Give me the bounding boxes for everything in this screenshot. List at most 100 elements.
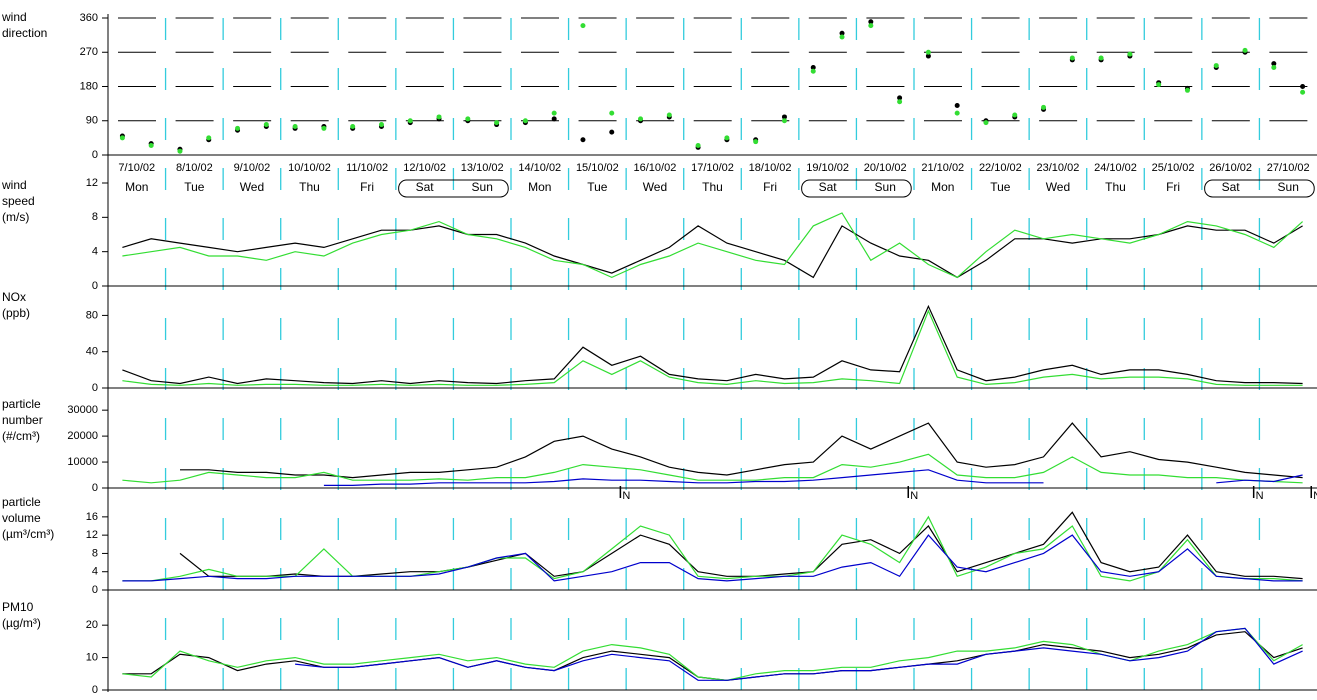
y-axis-label: (µm³/cm³) (2, 527, 54, 541)
y-tick-label: 0 (92, 482, 98, 494)
date-label: 27/10/02 (1267, 162, 1310, 174)
y-tick-label: 90 (86, 115, 98, 127)
annotation: N (622, 490, 630, 502)
data-point (897, 99, 903, 105)
y-axis-label: particle (2, 397, 41, 411)
day-label: Fri (763, 180, 777, 194)
day-label: Fri (360, 180, 374, 194)
date-label: 13/10/02 (461, 162, 504, 174)
data-point (235, 125, 241, 131)
y-tick-label: 20 (86, 619, 98, 631)
data-point (1213, 63, 1219, 69)
y-axis-label: (µg/m³) (2, 616, 41, 630)
weekend-box (398, 179, 509, 198)
data-point (321, 125, 327, 131)
data-point (1069, 55, 1075, 61)
date-label: 19/10/02 (806, 162, 849, 174)
data-point (148, 142, 154, 148)
data-line (122, 304, 1303, 385)
y-tick-label: 10000 (67, 456, 98, 468)
y-tick-label: 40 (86, 346, 98, 358)
data-point (177, 148, 183, 154)
data-point (436, 114, 442, 120)
day-label: Mon (931, 180, 954, 194)
data-point (1271, 64, 1277, 70)
date-label: 11/10/02 (346, 162, 388, 174)
data-point (119, 135, 125, 141)
data-point (580, 23, 586, 29)
data-point (839, 30, 845, 36)
y-axis-label: particle (2, 495, 41, 509)
data-line (122, 225, 1303, 279)
y-tick-label: 270 (80, 46, 98, 58)
data-point (1098, 55, 1104, 61)
y-tick-label: 0 (92, 280, 98, 292)
y-axis-label: PM10 (2, 600, 34, 614)
y-tick-label: 12 (86, 529, 98, 541)
data-point (1242, 47, 1248, 53)
day-label: Mon (125, 180, 148, 194)
date-label: 18/10/02 (749, 162, 792, 174)
y-axis-label: volume (2, 511, 41, 525)
y-tick-label: 10 (86, 651, 98, 663)
data-point (925, 53, 931, 59)
day-label: Sun (1278, 180, 1299, 194)
data-point (522, 118, 528, 124)
data-point (954, 110, 960, 116)
data-point (810, 68, 816, 74)
y-axis-label: (ppb) (2, 306, 30, 320)
day-label: Tue (990, 180, 1011, 194)
y-tick-label: 30000 (67, 404, 98, 416)
data-point (925, 49, 931, 55)
data-line (122, 212, 1304, 279)
day-label: Wed (643, 180, 667, 194)
data-point (1184, 87, 1190, 93)
data-point (695, 142, 701, 148)
y-tick-label: 4 (92, 246, 98, 258)
day-label: Fri (1166, 180, 1180, 194)
data-line (323, 469, 1303, 486)
y-tick-label: 0 (92, 684, 98, 696)
y-tick-label: 8 (92, 547, 98, 559)
day-label: Wed (1046, 180, 1070, 194)
y-tick-label: 0 (92, 382, 98, 394)
date-label: 14/10/02 (518, 162, 561, 174)
y-axis-label: direction (2, 26, 47, 40)
data-point (1041, 104, 1047, 110)
data-point (638, 116, 644, 122)
y-tick-label: 20000 (67, 430, 98, 442)
data-line (122, 627, 1303, 681)
data-line (122, 631, 1303, 681)
date-label: 24/10/02 (1094, 162, 1137, 174)
y-tick-label: 4 (92, 566, 98, 578)
day-label: Thu (299, 180, 320, 194)
date-label: 26/10/02 (1209, 162, 1252, 174)
annotation: N (910, 490, 918, 502)
data-point (1156, 82, 1162, 88)
day-label: Wed (240, 180, 264, 194)
y-axis-label: wind (1, 178, 27, 192)
date-label: 9/10/02 (234, 162, 271, 174)
data-point (1300, 89, 1306, 95)
data-point (551, 110, 557, 116)
data-point (1127, 51, 1133, 57)
data-point (609, 129, 615, 135)
data-point (206, 135, 212, 141)
data-point (753, 139, 759, 145)
data-point (494, 120, 500, 126)
data-line (122, 534, 1303, 582)
data-point (378, 122, 384, 128)
y-axis-label: NOx (2, 290, 26, 304)
data-point (465, 116, 471, 122)
y-axis-label: speed (2, 194, 35, 208)
day-label: Sun (472, 180, 493, 194)
day-label: Thu (1105, 180, 1126, 194)
data-point (1012, 112, 1018, 118)
day-label: Tue (587, 180, 608, 194)
day-label: Tue (184, 180, 205, 194)
date-label: 22/10/02 (979, 162, 1022, 174)
day-label: Sat (1222, 180, 1241, 194)
y-axis-label: (m/s) (2, 210, 29, 224)
data-line (180, 422, 1303, 479)
